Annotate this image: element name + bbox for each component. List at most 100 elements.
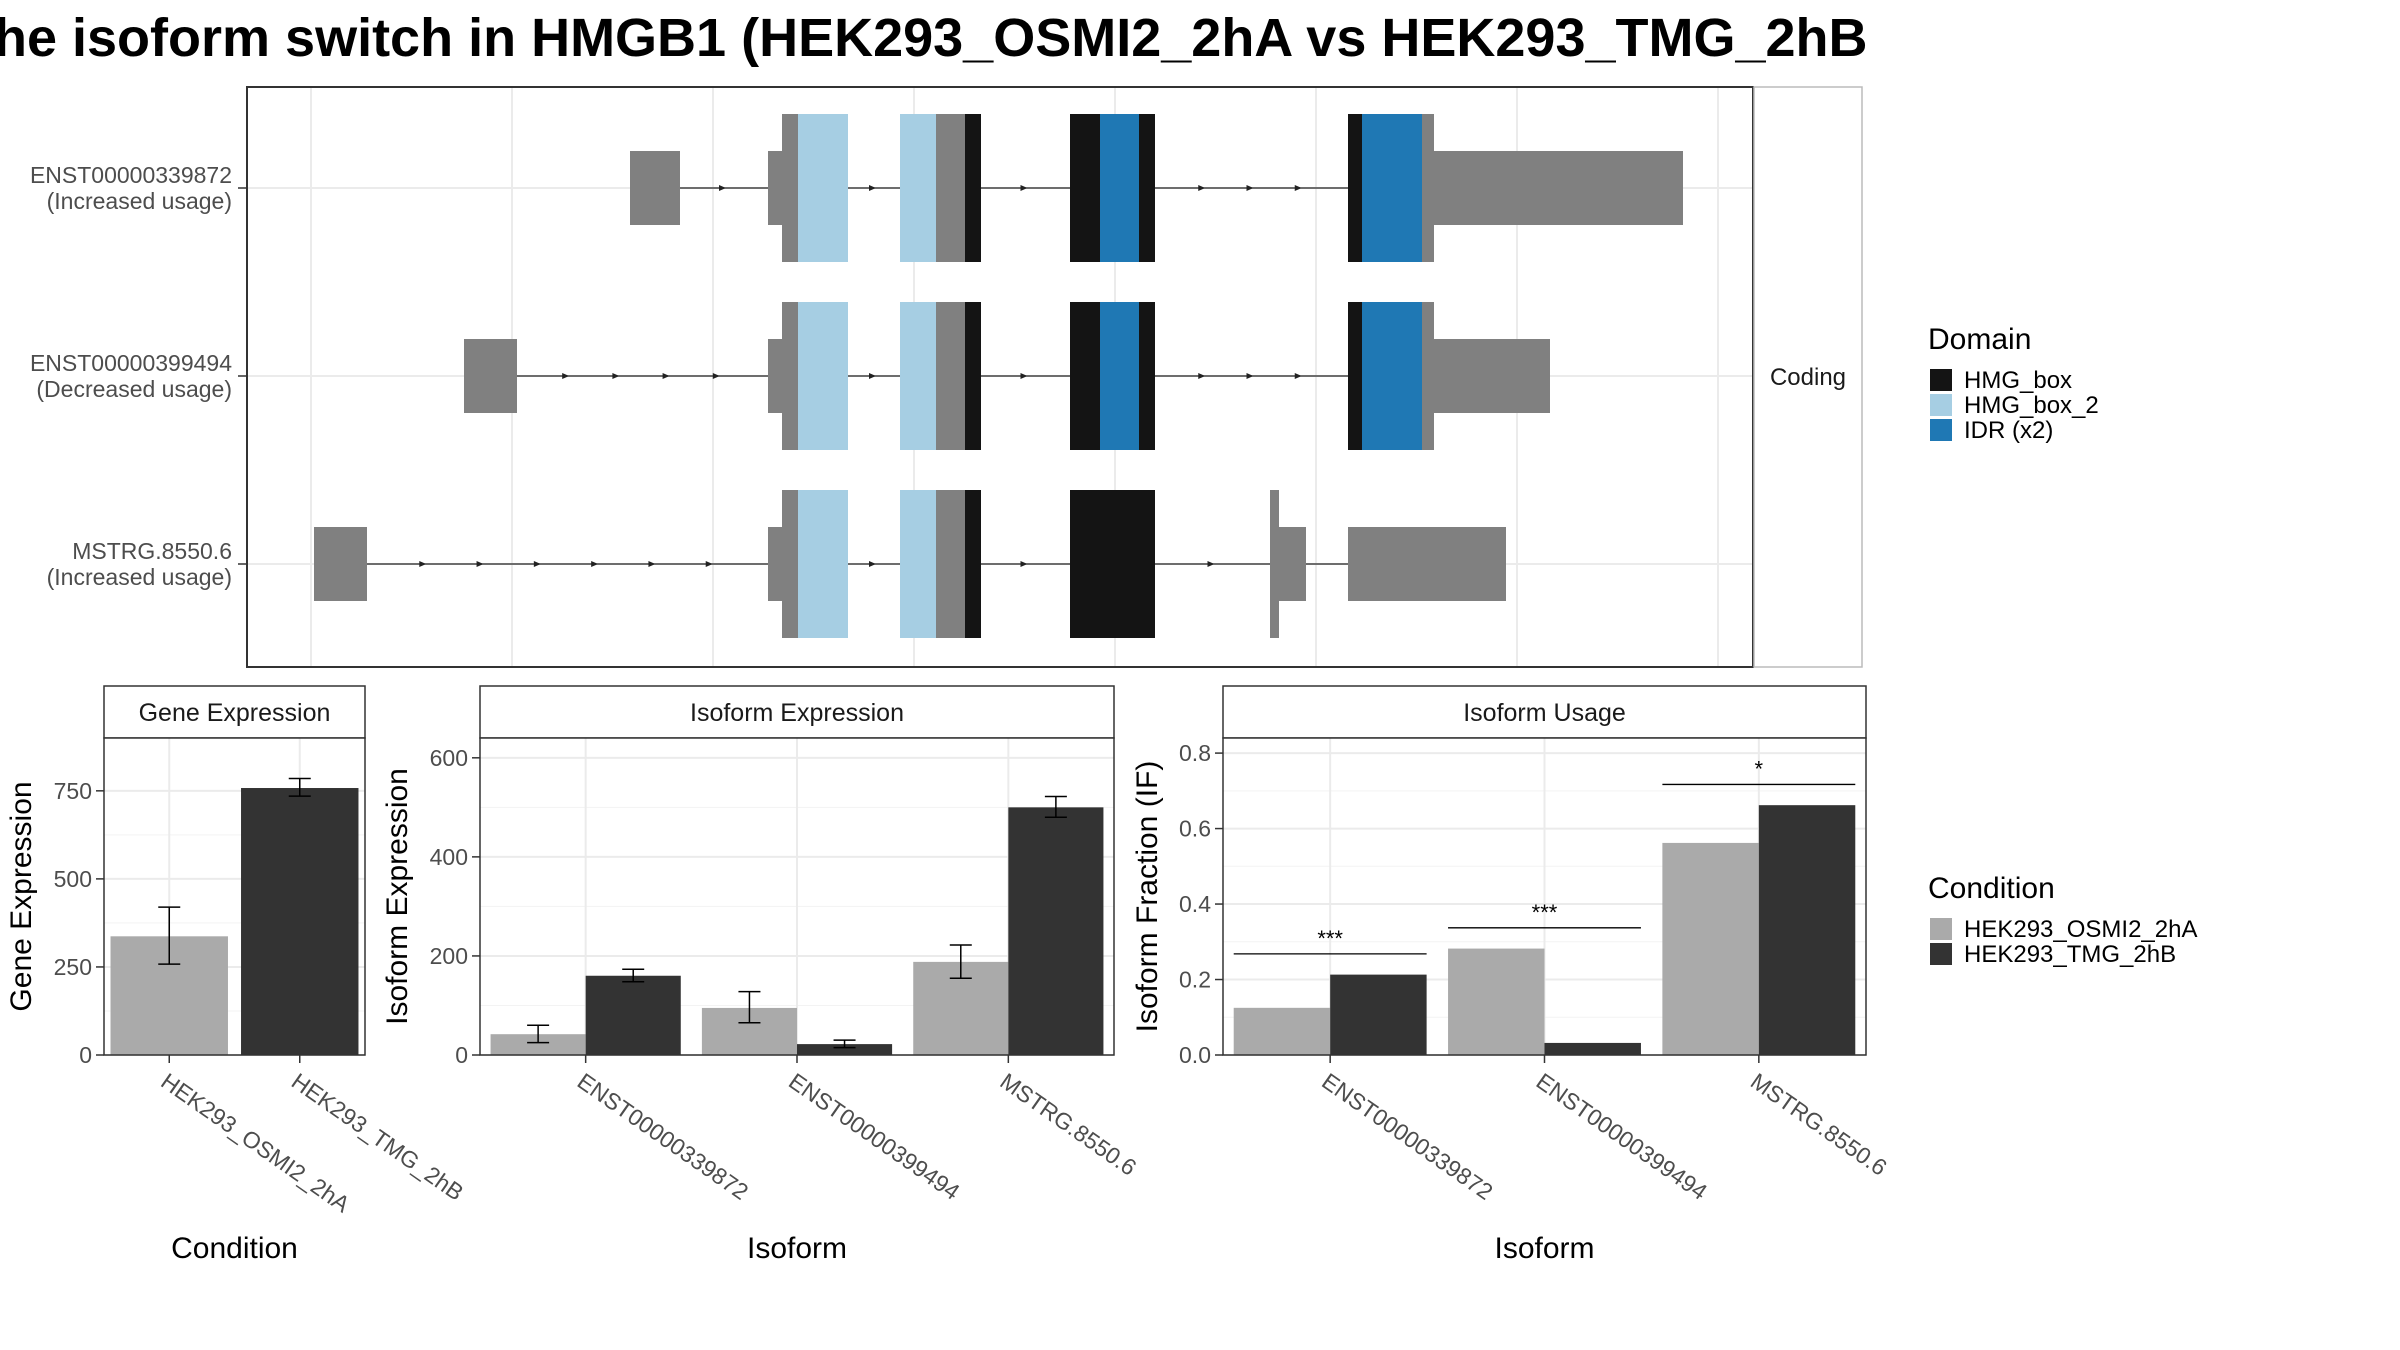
intron-arrow [1020,373,1028,379]
intron-arrow [719,185,726,191]
cds-exon [936,302,965,450]
domain-hmg-box-2 [900,114,936,262]
structure-transcripts [314,114,1683,638]
bar [1330,974,1427,1055]
domain-legend-swatch [1930,419,1952,441]
domain-hmg-box [1070,114,1100,262]
x-tick-label: MSTRG.8550.6 [1746,1068,1892,1181]
utr-exon [768,527,782,601]
domain-hmg-box [1139,114,1155,262]
x-axis-title: Isoform [747,1232,847,1265]
utr-exon [464,339,517,413]
domain-hmg-box [1070,490,1155,638]
intron-arrow [662,373,670,379]
structure-facet-label: Coding [1770,364,1846,391]
bar [490,1034,586,1055]
domain-legend-swatch [1930,394,1952,416]
y-tick-label: 500 [54,866,92,892]
utr-exon [1348,527,1506,601]
domain-idr [1100,302,1139,450]
condition-legend-label: HEK293_OSMI2_2hA [1964,916,2197,943]
cds-exon [936,490,965,638]
domain-hmg-box-2 [900,490,936,638]
bar [241,788,359,1055]
bar [1662,842,1759,1055]
utr-exon [768,151,782,225]
domain-hmg-box [1139,302,1155,450]
intron-arrow [1207,561,1215,567]
intron-arrow [1246,373,1254,379]
transcript-usage-label: (Decreased usage) [36,376,232,402]
figure-title: he isoform switch in HMGB1 (HEK293_OSMI2… [0,8,1868,68]
domain-hmg-box [965,302,981,450]
significance-label: *** [1532,900,1558,925]
significance-label: *** [1317,926,1343,951]
y-axis-title: Isoform Fraction (IF) [1131,761,1164,1033]
domain-hmg-box-2 [798,490,848,638]
y-tick-label: 400 [430,844,468,870]
domain-hmg-box-2 [798,114,848,262]
utr-exon [768,339,782,413]
y-tick-label: 0.6 [1179,816,1211,842]
y-tick-label: 250 [54,954,92,980]
y-axis-title: Isoform Expression [381,768,414,1025]
domain-hmg-box [1348,114,1362,262]
structure-row-labels: ENST00000339872(Increased usage)ENST0000… [30,162,247,590]
intron-arrow [591,561,599,567]
domain-idr [1100,114,1139,262]
bar [1008,807,1104,1055]
intron-arrow [705,561,713,567]
intron-arrow [612,373,620,379]
intron-arrow [419,561,427,567]
y-tick-label: 0.4 [1179,891,1211,917]
domain-idr [1362,302,1422,450]
domain-hmg-box [965,490,981,638]
bar [1758,805,1856,1055]
domain-legend-label: IDR (x2) [1964,417,2053,444]
transcript-mstrg-8550-6 [314,490,1506,638]
utr-exon [630,151,680,225]
x-tick-label: ENST00000399494 [1532,1068,1713,1205]
chart-title: Gene Expression [139,699,331,727]
y-tick-label: 0 [455,1042,468,1068]
condition-legend-swatch [1930,943,1952,965]
y-tick-label: 600 [430,745,468,771]
transcript-enst00000399494 [464,302,1550,450]
intron-arrow [533,561,541,567]
intron-arrow [1294,373,1302,379]
x-tick-label: ENST00000399494 [784,1068,965,1205]
intron-arrow [869,185,876,191]
cds-exon [782,114,798,262]
y-tick-label: 750 [54,778,92,804]
bar [797,1044,893,1055]
utr-exon [314,527,367,601]
x-tick-label: ENST00000339872 [1317,1068,1497,1205]
intron-arrow [869,373,876,379]
intron-arrow [562,373,570,379]
cds-exon [936,114,965,262]
intron-arrow [1020,561,1028,567]
isoform-usage-chart: Isoform Usage*******0.00.20.40.60.8ENST0… [1131,685,1892,1265]
domain-hmg-box [1070,302,1100,450]
intron-arrow [476,561,484,567]
significance-label: * [1755,756,1764,781]
bar [1448,948,1545,1055]
utr-exon [1279,527,1306,601]
intron-arrow [1020,185,1028,191]
y-tick-label: 0.2 [1179,967,1211,993]
y-axis-title: Gene Expression [5,781,38,1011]
chart-title-strip [479,685,1115,739]
cds-exon [782,490,798,638]
domain-hmg-box-2 [900,302,936,450]
transcript-id-label: ENST00000339872 [30,162,232,188]
transcript-id-label: MSTRG.8550.6 [72,538,232,564]
cds-exon [782,302,798,450]
condition-legend-label: HEK293_TMG_2hB [1964,941,2176,968]
intron-arrow [1246,185,1254,191]
plot-frame [103,737,366,1056]
y-tick-label: 0.8 [1179,740,1211,766]
cds-exon [1270,490,1279,638]
